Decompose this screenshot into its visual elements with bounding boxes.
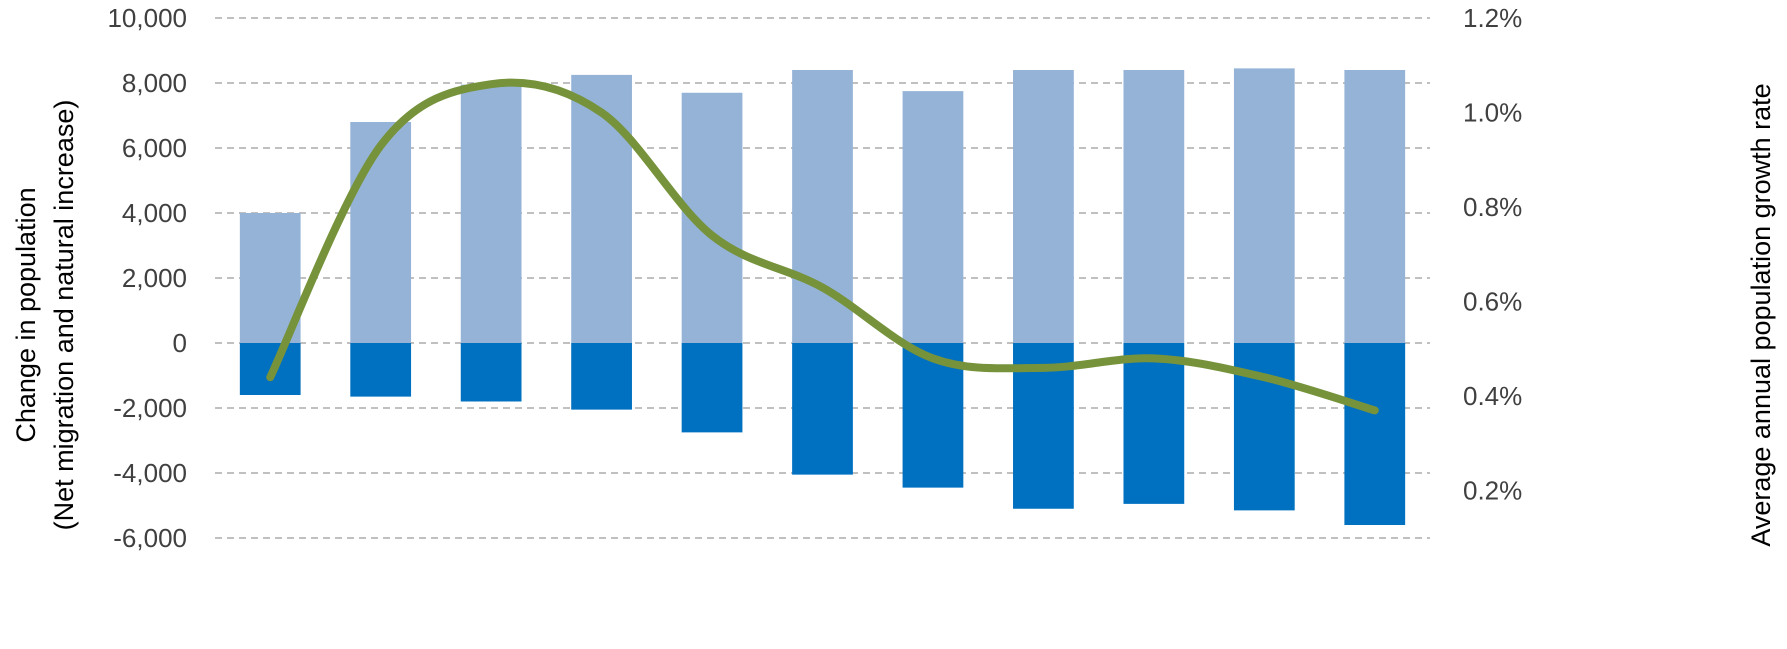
- right-tick-label: 1.2%: [1463, 3, 1522, 33]
- right-tick-label: 1.0%: [1463, 98, 1522, 128]
- right-axis-title: Average annual population growth rate: [1746, 83, 1776, 546]
- bar-positive-1: [350, 122, 412, 343]
- left-tick-label: 8,000: [122, 68, 187, 98]
- growth-rate-line: [266, 78, 1379, 415]
- bar-negative-4: [681, 343, 743, 433]
- line-series-growth-rate: [266, 78, 1379, 415]
- bar-negative-8: [1123, 343, 1185, 504]
- bar-series-positive: [239, 68, 1406, 343]
- left-tick-label: 2,000: [122, 263, 187, 293]
- bar-negative-1: [350, 343, 412, 397]
- right-tick-label: 0.4%: [1463, 381, 1522, 411]
- bar-positive-7: [1013, 70, 1074, 343]
- bar-negative-5: [792, 343, 853, 475]
- left-tick-label: 4,000: [122, 198, 187, 228]
- left-tick-label: 10,000: [107, 3, 187, 33]
- bar-positive-10: [1344, 70, 1406, 343]
- bar-positive-8: [1123, 70, 1185, 343]
- left-tick-label: -4,000: [113, 458, 187, 488]
- left-tick-label: 6,000: [122, 133, 187, 163]
- left-tick-label: -6,000: [113, 523, 187, 553]
- left-tick-label: 0: [173, 328, 187, 358]
- left-axis-tick-labels: 10,000 8,000 6,000 4,000 2,000 0 -2,000 -4,000 -…: [107, 3, 187, 553]
- left-axis-title-line2: (Net migration and natural increase): [49, 100, 79, 531]
- right-tick-label: 0.6%: [1463, 287, 1522, 317]
- left-axis-title-line1: Change in population: [11, 187, 41, 442]
- bar-positive-3: [571, 74, 632, 343]
- left-tick-label: -2,000: [113, 393, 187, 423]
- bar-negative-2: [460, 343, 522, 402]
- bar-positive-2: [460, 84, 522, 343]
- bar-negative-3: [571, 343, 632, 410]
- right-tick-label: 0.8%: [1463, 192, 1522, 222]
- right-axis-tick-labels: 1.2% 1.0% 0.8% 0.6% 0.4% 0.2%: [1463, 3, 1522, 506]
- bar-positive-9: [1233, 68, 1295, 343]
- bar-negative-9: [1233, 343, 1295, 511]
- bar-positive-6: [902, 91, 964, 343]
- bar-negative-10: [1344, 343, 1406, 525]
- right-tick-label: 0.2%: [1463, 476, 1522, 506]
- gridlines: [215, 17, 1430, 539]
